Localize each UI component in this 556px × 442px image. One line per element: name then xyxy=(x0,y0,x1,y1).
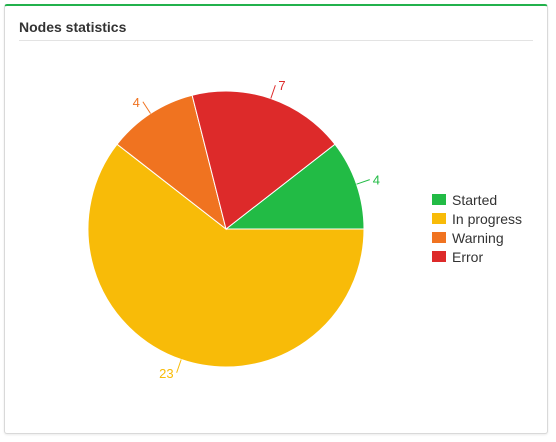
legend-label: In progress xyxy=(452,210,523,227)
legend-label: Error xyxy=(452,248,484,265)
panel-title: Nodes statistics xyxy=(19,19,127,35)
leader-line xyxy=(176,359,182,373)
legend-swatch xyxy=(432,232,446,243)
legend-item-in-progress[interactable]: In progress xyxy=(432,209,522,228)
data-label: 7 xyxy=(278,78,285,93)
legend-label: Started xyxy=(452,191,498,208)
legend-swatch xyxy=(432,251,446,262)
legend-swatch xyxy=(432,213,446,224)
pie-slices xyxy=(87,90,365,368)
data-label: 4 xyxy=(373,173,380,188)
leader-line xyxy=(270,85,276,99)
pie-slice-warning[interactable] xyxy=(116,94,227,231)
legend-item-warning[interactable]: Warning xyxy=(432,228,522,247)
chart-legend: Started In progress Warning Error xyxy=(432,190,522,266)
legend-item-started[interactable]: Started xyxy=(432,190,522,209)
pie-slice-started[interactable] xyxy=(224,143,365,230)
data-label: 23 xyxy=(159,366,173,381)
pie-labels: 4 23 4 7 xyxy=(133,78,380,381)
leader-line xyxy=(356,179,370,185)
data-label: 4 xyxy=(133,95,140,110)
legend-label: Warning xyxy=(452,229,504,246)
legend-item-error[interactable]: Error xyxy=(432,247,522,266)
legend-swatch xyxy=(432,194,446,205)
pie-slice-error[interactable] xyxy=(191,90,336,230)
panel-header: Nodes statistics xyxy=(19,16,533,41)
leader-line xyxy=(142,101,151,114)
